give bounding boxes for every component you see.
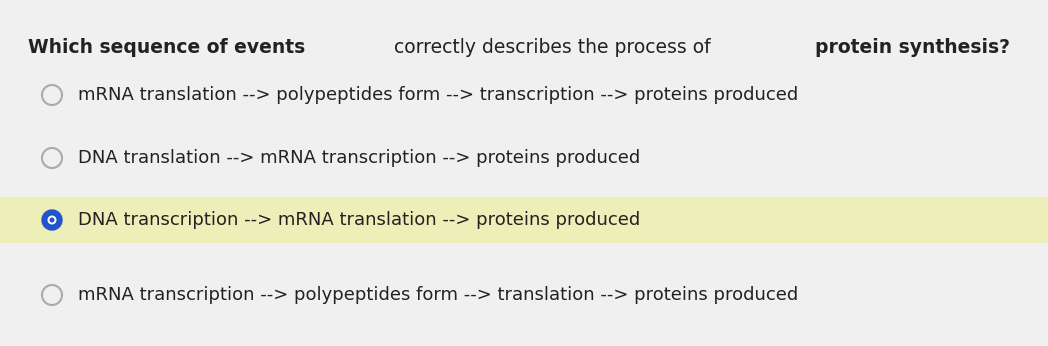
Text: Which sequence of events: Which sequence of events (28, 38, 305, 57)
Text: DNA translation --> mRNA transcription --> proteins produced: DNA translation --> mRNA transcription -… (78, 149, 640, 167)
FancyBboxPatch shape (0, 197, 1048, 243)
Text: mRNA transcription --> polypeptides form --> translation --> proteins produced: mRNA transcription --> polypeptides form… (78, 286, 799, 304)
Text: correctly describes the process of: correctly describes the process of (388, 38, 717, 57)
Text: mRNA translation --> polypeptides form --> transcription --> proteins produced: mRNA translation --> polypeptides form -… (78, 86, 799, 104)
Circle shape (48, 216, 56, 224)
Circle shape (42, 210, 62, 230)
Text: protein synthesis?: protein synthesis? (815, 38, 1010, 57)
Circle shape (50, 218, 53, 222)
Text: DNA transcription --> mRNA translation --> proteins produced: DNA transcription --> mRNA translation -… (78, 211, 640, 229)
